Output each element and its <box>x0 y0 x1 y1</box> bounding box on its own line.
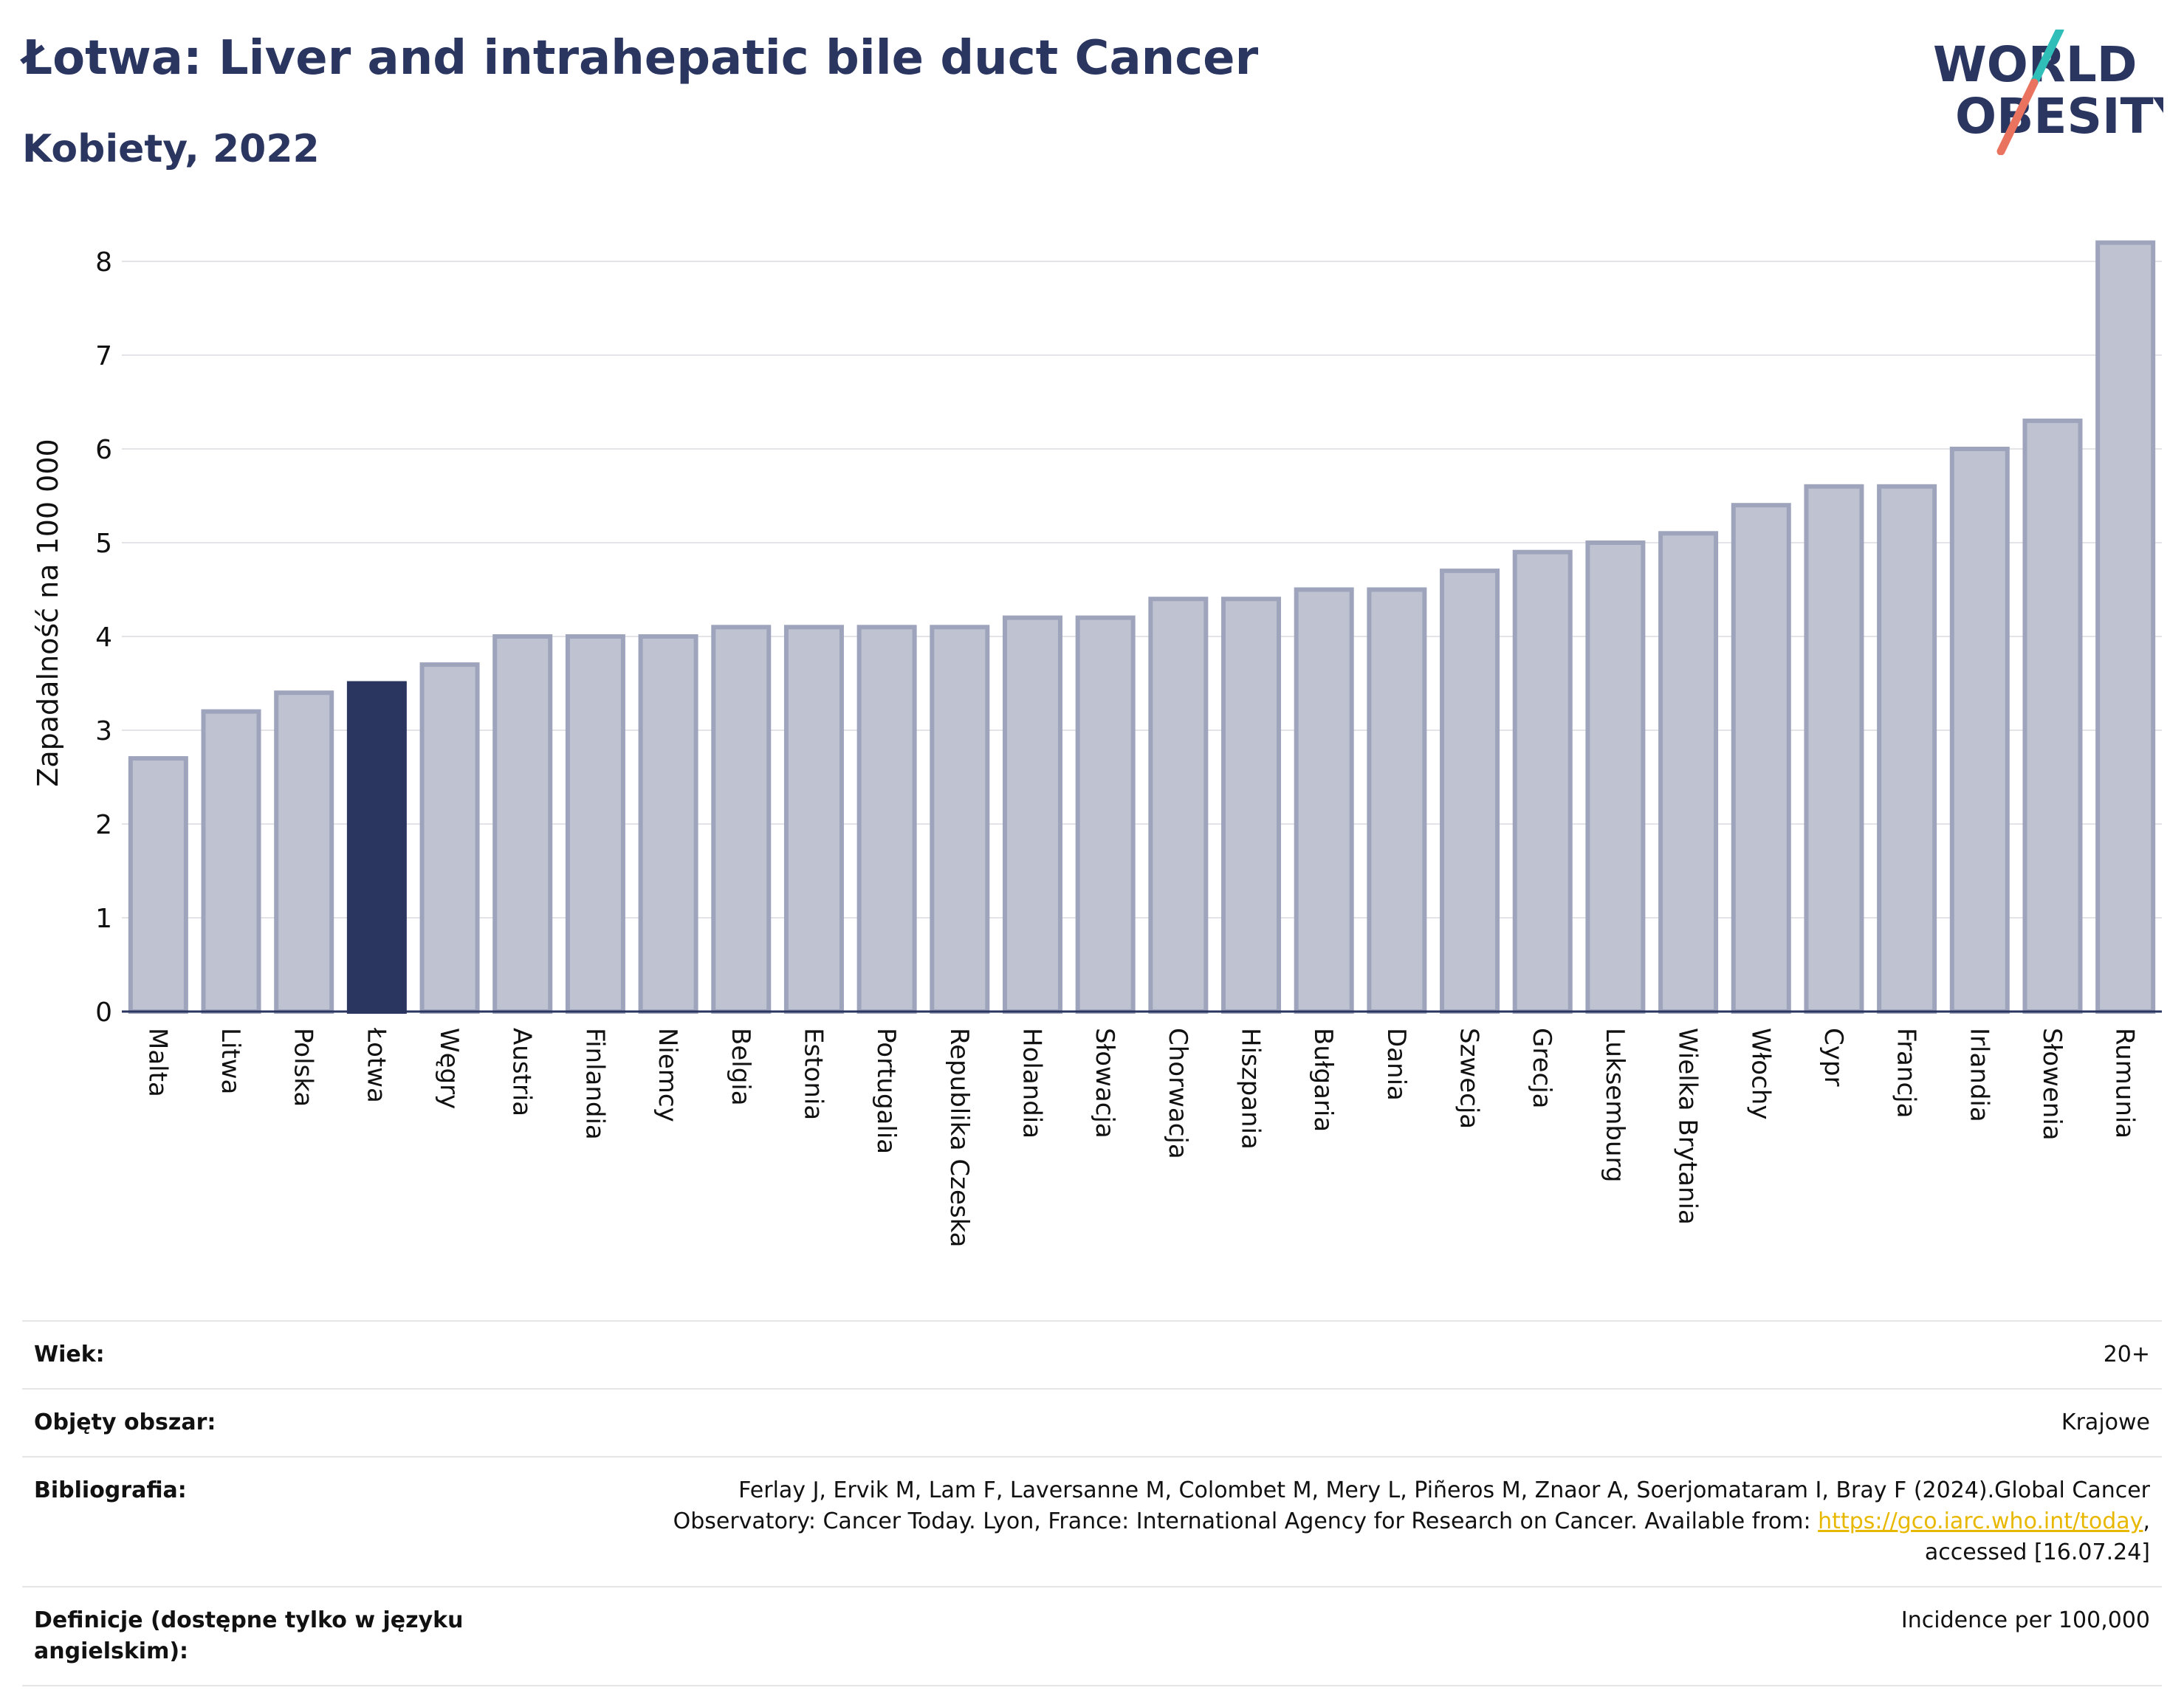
x-tick-label: Łotwa <box>361 1027 391 1103</box>
bar-Bułgaria <box>1294 587 1354 1014</box>
bar-Francja <box>1877 484 1937 1014</box>
y-tick-label: 6 <box>95 435 112 465</box>
x-tick-label: Węgry <box>434 1028 464 1109</box>
x-tick-label: Francja <box>1892 1028 1921 1118</box>
y-axis-label: Zapadalność na 100 000 <box>32 439 64 786</box>
metadata-table: Wiek: 20+ Objęty obszar: Krajowe Bibliog… <box>22 1320 2162 1686</box>
y-tick-label: 8 <box>95 247 112 278</box>
bar-Słowenia <box>2022 418 2083 1014</box>
bar-Austria <box>492 634 553 1014</box>
bar-Luksemburg <box>1585 540 1646 1014</box>
meta-area-label: Objęty obszar: <box>22 1388 518 1458</box>
x-tick-label: Litwa <box>216 1028 245 1094</box>
x-tick-label: Portugalia <box>871 1028 901 1154</box>
meta-def-label: Definicje (dostępne tylko w języku angie… <box>22 1586 518 1686</box>
bib-line2: Observatory: Cancer Today. Lyon, France:… <box>673 1508 1819 1534</box>
x-tick-label: Finlandia <box>580 1028 609 1140</box>
x-tick-label: Irlandia <box>1964 1028 1994 1122</box>
bar-Cypr <box>1804 484 1864 1014</box>
bar-Estonia <box>783 625 844 1014</box>
meta-bib-value: Ferlay J, Ervik M, Lam F, Laversanne M, … <box>518 1456 2162 1587</box>
bar-Szwecja <box>1440 569 1500 1014</box>
x-tick-label: Malta <box>142 1028 172 1097</box>
bar-Chorwacja <box>1148 597 1209 1014</box>
meta-def-value: Incidence per 100,000 <box>518 1586 2162 1686</box>
x-tick-label: Bułgaria <box>1308 1028 1338 1132</box>
bar-Słowacja <box>1075 615 1136 1014</box>
bar-Niemcy <box>638 634 698 1014</box>
meta-bib-label: Bibliografia: <box>22 1456 518 1587</box>
x-tick-label: Republika Czeska <box>944 1028 974 1248</box>
world-obesity-logo: WORLD OBESITY <box>1933 30 2163 155</box>
x-tick-label: Szwecja <box>1455 1028 1484 1129</box>
x-tick-label: Rumunia <box>2110 1028 2140 1139</box>
y-tick-label: 1 <box>95 904 112 934</box>
bib-line2-end: , <box>2143 1508 2150 1534</box>
x-tick-label: Wielka Brytania <box>1673 1028 1703 1225</box>
bar-Polska <box>274 690 334 1014</box>
bar-Wielka Brytania <box>1658 531 1719 1014</box>
y-tick-label: 7 <box>95 341 112 371</box>
meta-age-value: 20+ <box>518 1320 2162 1390</box>
bib-line3: accessed [16.07.24] <box>1924 1539 2150 1565</box>
bar-Węgry <box>419 662 480 1014</box>
bib-link[interactable]: https://gco.iarc.who.int/today <box>1818 1508 2143 1534</box>
bar-Rumunia <box>2095 240 2156 1014</box>
x-tick-label: Niemcy <box>653 1028 682 1122</box>
page-title: Łotwa: Liver and intrahepatic bile duct … <box>22 31 1259 86</box>
y-tick-label: 2 <box>95 810 112 840</box>
x-tick-label: Hiszpania <box>1236 1028 1266 1150</box>
bar-Finlandia <box>565 634 625 1014</box>
x-tick-label: Austria <box>507 1028 537 1116</box>
bar-Republika Czeska <box>930 625 990 1014</box>
x-tick-label: Słowenia <box>2037 1028 2067 1141</box>
x-tick-label: Grecja <box>1527 1028 1556 1108</box>
logo-slash-coral <box>1996 78 2039 155</box>
bar-Belgia <box>711 625 772 1014</box>
bar-Łotwa <box>346 681 407 1014</box>
x-tick-label: Polska <box>289 1028 318 1107</box>
meta-age-label: Wiek: <box>22 1320 518 1390</box>
bar-Portugalia <box>856 625 917 1014</box>
x-tick-label: Belgia <box>726 1028 755 1106</box>
meta-row-age: Wiek: 20+ <box>22 1320 2162 1390</box>
meta-row-definitions: Definicje (dostępne tylko w języku angie… <box>22 1586 2162 1686</box>
bar-Dania <box>1367 587 1427 1014</box>
meta-area-value: Krajowe <box>518 1388 2162 1458</box>
bar-Włochy <box>1731 503 1791 1014</box>
bar-Litwa <box>201 709 261 1014</box>
y-tick-label: 5 <box>95 529 112 559</box>
x-tick-label: Słowacja <box>1090 1028 1119 1139</box>
x-tick-label: Włochy <box>1745 1028 1775 1119</box>
x-tick-label: Dania <box>1381 1028 1411 1101</box>
x-tick-label: Holandia <box>1017 1028 1046 1139</box>
y-tick-label: 4 <box>95 622 112 653</box>
x-tick-label: Cypr <box>1819 1028 1848 1086</box>
y-tick-label: 0 <box>95 998 112 1028</box>
y-tick-label: 3 <box>95 716 112 746</box>
bar-chart: 0 1 2 3 4 5 6 7 8 Malta Litwa Polska Łotwa Węgry Austr… <box>32 240 2162 1248</box>
bar-Malta <box>128 756 188 1014</box>
meta-row-bibliography: Bibliografia: Ferlay J, Ervik M, Lam F, … <box>22 1456 2162 1587</box>
page-subtitle: Kobiety, 2022 <box>22 127 320 171</box>
bar-Holandia <box>1002 615 1062 1014</box>
x-tick-label: Luksemburg <box>1600 1028 1630 1182</box>
x-tick-label: Chorwacja <box>1163 1028 1192 1159</box>
bar-Grecja <box>1512 549 1573 1014</box>
x-tick-label: Estonia <box>798 1028 828 1120</box>
meta-row-area: Objęty obszar: Krajowe <box>22 1388 2162 1458</box>
bar-Irlandia <box>1949 447 2010 1014</box>
logo-slash-teal <box>2030 30 2064 87</box>
bar-Hiszpania <box>1221 597 1282 1014</box>
logo-line2: OBESITY <box>1955 88 2163 145</box>
bib-line1: Ferlay J, Ervik M, Lam F, Laversanne M, … <box>738 1477 2150 1503</box>
